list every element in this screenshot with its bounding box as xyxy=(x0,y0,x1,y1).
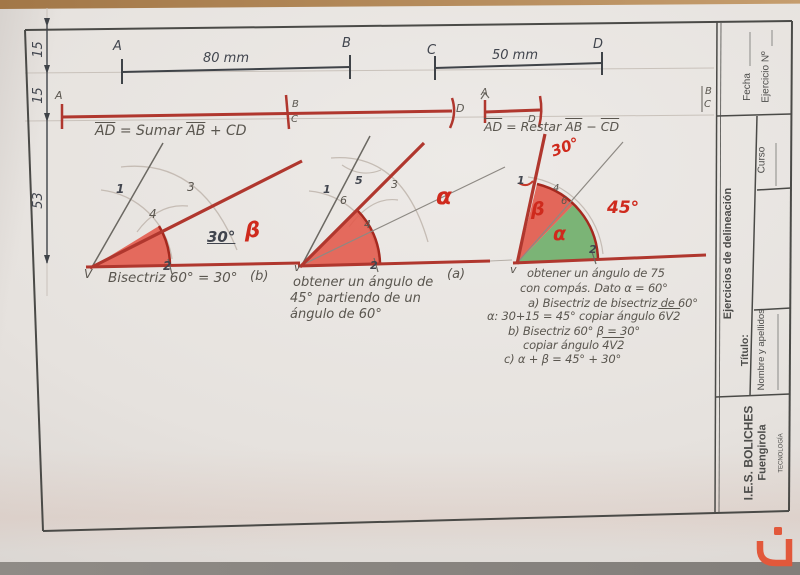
c-note-line: a) Bisectriz de bisectriz de 60° xyxy=(528,296,698,310)
titleblock-curso-label: Curso xyxy=(756,146,768,174)
a-alpha-label: α xyxy=(436,184,452,210)
a-point-1: 1 xyxy=(323,183,331,196)
sub-point-a: A xyxy=(481,87,488,98)
sum-formula-op: + xyxy=(209,123,222,139)
a-point-5: 5 xyxy=(355,174,363,187)
titleblock-school-city: Fuengirola xyxy=(756,424,769,481)
construction-c-figure xyxy=(512,133,707,265)
point-label-a: A xyxy=(113,39,122,54)
length-label-cd: 50 mm xyxy=(492,48,539,63)
table-edge-bottom xyxy=(0,562,800,575)
note-text: obtener un ángulo de 75 xyxy=(527,266,665,280)
note-overlined: 4V2 xyxy=(602,338,625,352)
titleblock-ejercicio-label: Ejercicio Nº xyxy=(760,51,772,103)
subtract-segment xyxy=(480,91,543,128)
margin-note-b: B xyxy=(705,86,712,97)
b-point-3: 3 xyxy=(187,180,195,194)
c-point-1: 1 xyxy=(517,174,525,187)
dim-chain-label: 53 xyxy=(30,192,46,209)
sum-point-b: B xyxy=(292,99,299,110)
sub-formula-eq: = Restar xyxy=(506,119,562,134)
sum-point-a: A xyxy=(55,89,63,102)
note-text: α: 30+15 = 45° copiar ángulo xyxy=(487,309,659,323)
c-note-line: b) Bisectriz 60° β = 30° xyxy=(508,324,640,338)
sum-formula-t1: AB xyxy=(186,123,206,139)
note-text: copiar ángulo xyxy=(523,338,603,352)
point-label-c: C xyxy=(427,43,437,58)
sub-formula-t2: CD xyxy=(600,119,620,134)
c-note-line: obtener un ángulo de 75 xyxy=(527,266,665,280)
b-point-4: 4 xyxy=(149,207,157,221)
titleblock-fecha-label: Fecha xyxy=(741,73,753,101)
b-tag: (b) xyxy=(250,269,269,284)
sum-formula-eq: = Sumar xyxy=(119,123,182,139)
c-beta-label: β xyxy=(531,198,545,220)
a-point-4: 4 xyxy=(364,218,371,231)
note-text: c) α + β = 45° + 30° xyxy=(504,352,621,366)
c-point-6: 6 xyxy=(561,196,568,207)
note-overlined: 6V2 xyxy=(658,309,681,323)
b-caption: Bisectriz 60° = 30° xyxy=(108,270,238,286)
a-caption-line: 45° partiendo de un xyxy=(290,291,421,306)
sub-formula-op: − xyxy=(586,119,597,134)
c-note-line: con compás. Dato α = 60° xyxy=(520,281,668,295)
title-block-grid xyxy=(714,21,792,513)
dimension-chain xyxy=(44,18,50,264)
c-alpha-label: α xyxy=(553,223,567,245)
titleblock-titulo-label: Título: xyxy=(738,334,751,367)
titleblock-dept-label: TECNOLOGÍA xyxy=(778,433,785,473)
construction-a-figure xyxy=(297,135,513,273)
c-point-4: 4 xyxy=(553,183,560,194)
watermark-logo-icon xyxy=(756,527,793,567)
note-text: b) Bisectriz 60° β = 30° xyxy=(508,324,640,338)
c-right-angle-label: 45° xyxy=(607,198,640,218)
margin-note-c: C xyxy=(704,99,711,110)
a-caption-line: ángulo de 60° xyxy=(290,307,382,322)
a-caption-line: obtener un ángulo de xyxy=(293,275,434,290)
sub-point-d: D xyxy=(528,114,536,125)
sum-point-c: C xyxy=(291,114,298,125)
sub-formula: AD = Restar AB − CD xyxy=(484,119,620,134)
sum-segment xyxy=(60,94,456,130)
sum-formula-t2: CD xyxy=(226,123,247,139)
b-vertex-label: V xyxy=(84,267,93,281)
sum-point-d: D xyxy=(456,102,465,115)
note-text: con compás. Dato α = 60° xyxy=(520,281,668,295)
titleblock-nombre-label: Nombre y apellidos xyxy=(755,309,767,391)
a-point-6: 6 xyxy=(340,194,347,207)
dim-chain-label: 15 xyxy=(30,41,46,58)
c-vertex-label: v xyxy=(510,263,517,276)
c-note-line: α: 30+15 = 45° copiar ángulo 6V2 xyxy=(487,309,681,323)
point-label-d: D xyxy=(593,37,604,52)
titleblock-section-label: Ejercicios de delineación xyxy=(722,187,735,320)
a-point-2: 2 xyxy=(370,259,378,272)
sub-formula-lhs: AD xyxy=(484,119,503,134)
segment-cd-dimension xyxy=(434,52,603,80)
title-block-blanks xyxy=(749,30,779,390)
b-beta-label: β xyxy=(245,218,261,242)
c-point-2: 2 xyxy=(589,243,597,256)
c-note-line: copiar ángulo 4V2 xyxy=(523,338,625,352)
sum-formula: AD = Sumar AB + CD xyxy=(95,124,247,138)
b-point-2: 2 xyxy=(163,259,172,273)
dim-chain-label: 15 xyxy=(30,87,46,104)
a-vertex-label: v xyxy=(294,261,301,274)
b-angle-label: 30° xyxy=(207,228,236,246)
c-note-line: c) α + β = 45° + 30° xyxy=(504,352,621,366)
construction-b-figure xyxy=(85,142,303,275)
sheet-frame xyxy=(24,20,793,532)
sub-formula-t1: AB xyxy=(565,119,583,134)
note-text: a) Bisectriz de bisectriz de 60° xyxy=(528,296,698,310)
sum-formula-lhs: AD xyxy=(95,123,116,139)
segment-ab-dimension xyxy=(121,55,351,84)
b-point-1: 1 xyxy=(116,182,125,196)
a-tag: (a) xyxy=(447,267,466,282)
length-label-ab: 80 mm xyxy=(203,51,250,66)
titleblock-school-name: I.E.S. BOLICHES xyxy=(741,405,756,501)
point-label-b: B xyxy=(342,36,351,51)
a-point-3: 3 xyxy=(391,178,398,191)
table-edge-top xyxy=(0,0,800,9)
